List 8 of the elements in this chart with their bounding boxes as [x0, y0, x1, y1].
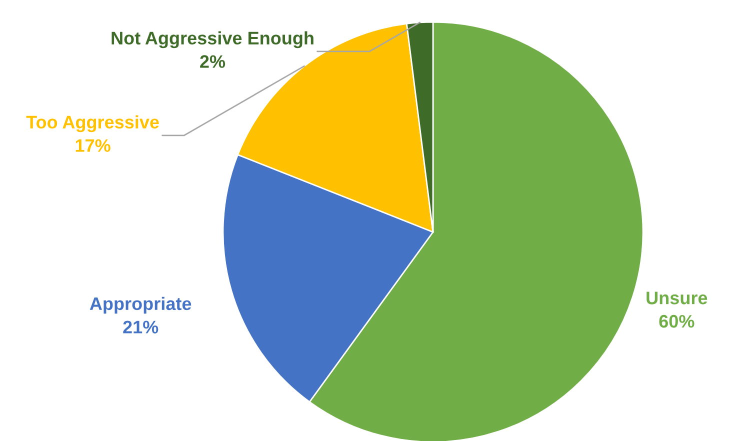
- slice-label: Not Aggressive Enough: [112, 31, 314, 48]
- data-label: 60%: [659, 314, 694, 328]
- slice-label: Appropriate: [90, 296, 192, 314]
- data-label: 2%: [200, 55, 226, 68]
- slice-label: Too Aggressive: [26, 115, 159, 132]
- slice-label: Unsure: [646, 292, 708, 304]
- data-label: 17%: [76, 139, 110, 152]
- data-label: 21%: [123, 320, 158, 334]
